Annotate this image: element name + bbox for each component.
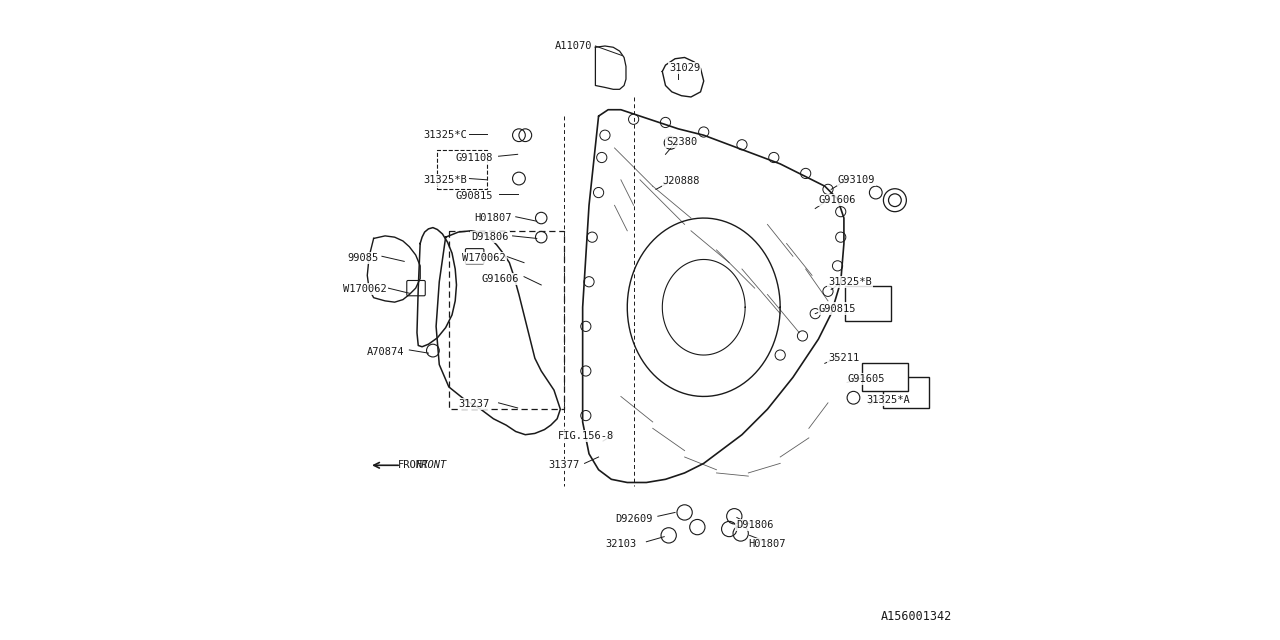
Text: G91606: G91606 (481, 273, 518, 284)
Text: W170062: W170062 (343, 284, 387, 294)
Text: 31325*C: 31325*C (424, 130, 467, 140)
FancyBboxPatch shape (861, 363, 908, 392)
Text: FRONT: FRONT (416, 460, 447, 470)
Text: G93109: G93109 (838, 175, 876, 185)
Text: 32103: 32103 (605, 540, 636, 549)
Text: A156001342: A156001342 (881, 610, 952, 623)
Text: 31377: 31377 (548, 460, 579, 470)
Text: H01807: H01807 (749, 540, 786, 549)
Text: FIG.156-8: FIG.156-8 (558, 431, 614, 441)
Text: A70874: A70874 (366, 347, 404, 357)
Text: J20888: J20888 (663, 176, 700, 186)
Text: G90815: G90815 (819, 303, 856, 314)
Text: FRONT: FRONT (398, 460, 429, 470)
Text: G91606: G91606 (819, 195, 856, 205)
Text: G90815: G90815 (456, 191, 493, 201)
Text: 31325*B: 31325*B (828, 276, 872, 287)
FancyBboxPatch shape (438, 150, 488, 189)
Text: H01807: H01807 (475, 213, 512, 223)
FancyBboxPatch shape (407, 280, 425, 296)
Text: D92609: D92609 (614, 514, 653, 524)
Text: 31325*A: 31325*A (867, 395, 910, 404)
Text: 31237: 31237 (458, 399, 490, 409)
Text: S2380: S2380 (666, 136, 698, 147)
Text: 31029: 31029 (669, 63, 700, 74)
Text: 35211: 35211 (828, 353, 860, 364)
FancyBboxPatch shape (466, 248, 484, 264)
Text: 99085: 99085 (347, 253, 379, 262)
Text: G91605: G91605 (847, 374, 884, 383)
Text: D91806: D91806 (736, 520, 773, 530)
Text: A11070: A11070 (554, 41, 591, 51)
Text: D91806: D91806 (471, 232, 509, 242)
Text: G91108: G91108 (456, 152, 493, 163)
FancyBboxPatch shape (845, 286, 891, 321)
FancyBboxPatch shape (883, 378, 929, 408)
Text: W170062: W170062 (462, 253, 506, 262)
Text: 31325*B: 31325*B (424, 175, 467, 185)
